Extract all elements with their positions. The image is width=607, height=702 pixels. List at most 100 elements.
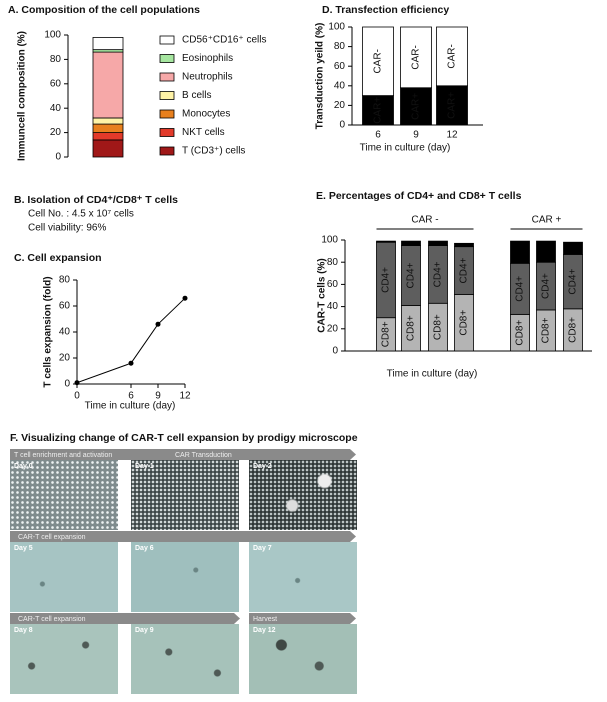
segment-label: CD4+ <box>459 257 470 283</box>
y-tick-label: 100 <box>328 22 345 33</box>
image-label: Day 2 <box>253 463 272 470</box>
segment-label: CD4+ <box>433 261 444 287</box>
micrograph: Day 12 <box>249 624 357 694</box>
arrow <box>10 449 356 460</box>
bar-segment <box>92 132 124 141</box>
legend-swatch <box>159 146 175 156</box>
image-label: Day 1 <box>135 463 154 470</box>
y-tick-label: 80 <box>327 257 339 268</box>
bar-segment <box>376 240 396 243</box>
data-point <box>155 321 161 327</box>
segment-label: CD8+ <box>381 321 392 347</box>
arrow-label: CAR Transduction <box>175 452 232 459</box>
image-label: Day 8 <box>14 627 33 634</box>
info-line: Cell viability: 96% <box>28 223 106 234</box>
y-tick-label: 20 <box>59 353 71 364</box>
arrow <box>249 613 356 624</box>
y-tick-label: 20 <box>50 127 62 138</box>
micrograph: Day 8 <box>10 624 118 694</box>
y-tick-label: 80 <box>59 275 71 286</box>
segment-label: CAR+ <box>373 97 384 124</box>
arrow-label: T cell enrichment and activation <box>14 452 112 459</box>
data-point <box>74 380 80 386</box>
legend-label: Neutrophils <box>182 72 233 83</box>
segment-label: CD8+ <box>568 317 579 343</box>
bar-segment <box>436 26 468 87</box>
y-tick-label: 60 <box>59 301 71 312</box>
data-point <box>128 360 134 366</box>
legend-label: NKT cells <box>182 127 225 138</box>
arrow-label: Harvest <box>253 616 277 623</box>
legend-label: Monocytes <box>182 109 230 120</box>
bar-segment <box>362 95 394 126</box>
panel-title: B. Isolation of CD4⁺/CD8⁺ T cells <box>14 194 178 206</box>
y-tick-label: 80 <box>50 54 62 65</box>
x-tick-label: 12 <box>179 391 191 402</box>
info-line: Cell No. : 4.5 x 10⁷ cells <box>28 209 134 220</box>
y-tick-label: 100 <box>321 235 338 246</box>
y-tick-label: 0 <box>332 346 338 357</box>
image-label: Day 12 <box>253 627 276 634</box>
bar-segment <box>92 139 124 158</box>
segment-label: CD4+ <box>541 273 552 299</box>
x-tick-label: 0 <box>74 391 80 402</box>
arrow <box>10 531 356 542</box>
y-tick-label: 80 <box>334 41 346 52</box>
bar-segment <box>92 117 124 125</box>
legend-swatch <box>159 72 175 82</box>
bar-segment <box>362 26 394 96</box>
segment-label: CD4+ <box>406 262 417 288</box>
segment-label: CAR- <box>373 49 384 73</box>
bar-segment <box>400 26 432 89</box>
group-label: CAR + <box>532 215 562 226</box>
micrograph: Day 6 <box>131 542 239 612</box>
chart-title: C. Cell expansion <box>14 252 102 264</box>
bar-segment <box>92 123 124 133</box>
bar-segment <box>536 240 556 263</box>
micrograph: Day 0 <box>10 460 118 530</box>
x-tick-label: 9 <box>413 130 419 141</box>
arrow <box>10 613 240 624</box>
bar-segment <box>92 51 124 119</box>
y-tick-label: 0 <box>64 379 70 390</box>
bar-segment <box>436 85 468 126</box>
segment-label: CAR+ <box>411 93 422 120</box>
legend-label: B cells <box>182 90 211 101</box>
x-tick-label: 6 <box>128 391 134 402</box>
micrograph: Day 9 <box>131 624 239 694</box>
y-tick-label: 100 <box>44 30 61 41</box>
image-label: Day 6 <box>135 545 154 552</box>
arrow-label: CAR-T cell expansion <box>18 616 86 623</box>
y-tick-label: 20 <box>327 323 339 334</box>
legend-label: T (CD3⁺) cells <box>182 146 245 157</box>
segment-label: CD8+ <box>541 317 552 343</box>
segment-label: CD8+ <box>406 315 417 341</box>
legend-swatch <box>159 35 175 45</box>
bar-segment <box>401 240 421 246</box>
image-label: Day 0 <box>14 463 33 470</box>
y-tick-label: 40 <box>50 103 62 114</box>
x-tick-label: 12 <box>446 130 458 141</box>
x-axis-label: Time in culture (day) <box>360 143 451 154</box>
legend-swatch <box>159 109 175 119</box>
segment-label: CAR- <box>447 44 458 68</box>
legend-swatch <box>159 54 175 63</box>
y-axis-label: Transduction yeild (%) <box>315 23 326 130</box>
segment-label: CD8+ <box>515 320 526 346</box>
segment-label: CD8+ <box>433 314 444 340</box>
segment-label: CD4+ <box>381 267 392 293</box>
bar-segment <box>454 242 474 248</box>
legend-label: CD56⁺CD16⁺ cells <box>182 35 266 46</box>
bar-segment <box>92 37 124 51</box>
bar-segment <box>428 240 448 246</box>
chart-title: A. Composition of the cell populations <box>8 4 200 16</box>
y-tick-label: 0 <box>55 152 61 163</box>
image-label: Day 7 <box>253 545 272 552</box>
arrow-label: CAR-T cell expansion <box>18 534 86 541</box>
bar-segment <box>400 87 432 126</box>
legend-label: Eosinophils <box>182 53 233 64</box>
y-axis-label: T cells expansion (fold) <box>43 276 54 387</box>
bar-segment <box>510 240 530 264</box>
segment-label: CD4+ <box>515 276 526 302</box>
